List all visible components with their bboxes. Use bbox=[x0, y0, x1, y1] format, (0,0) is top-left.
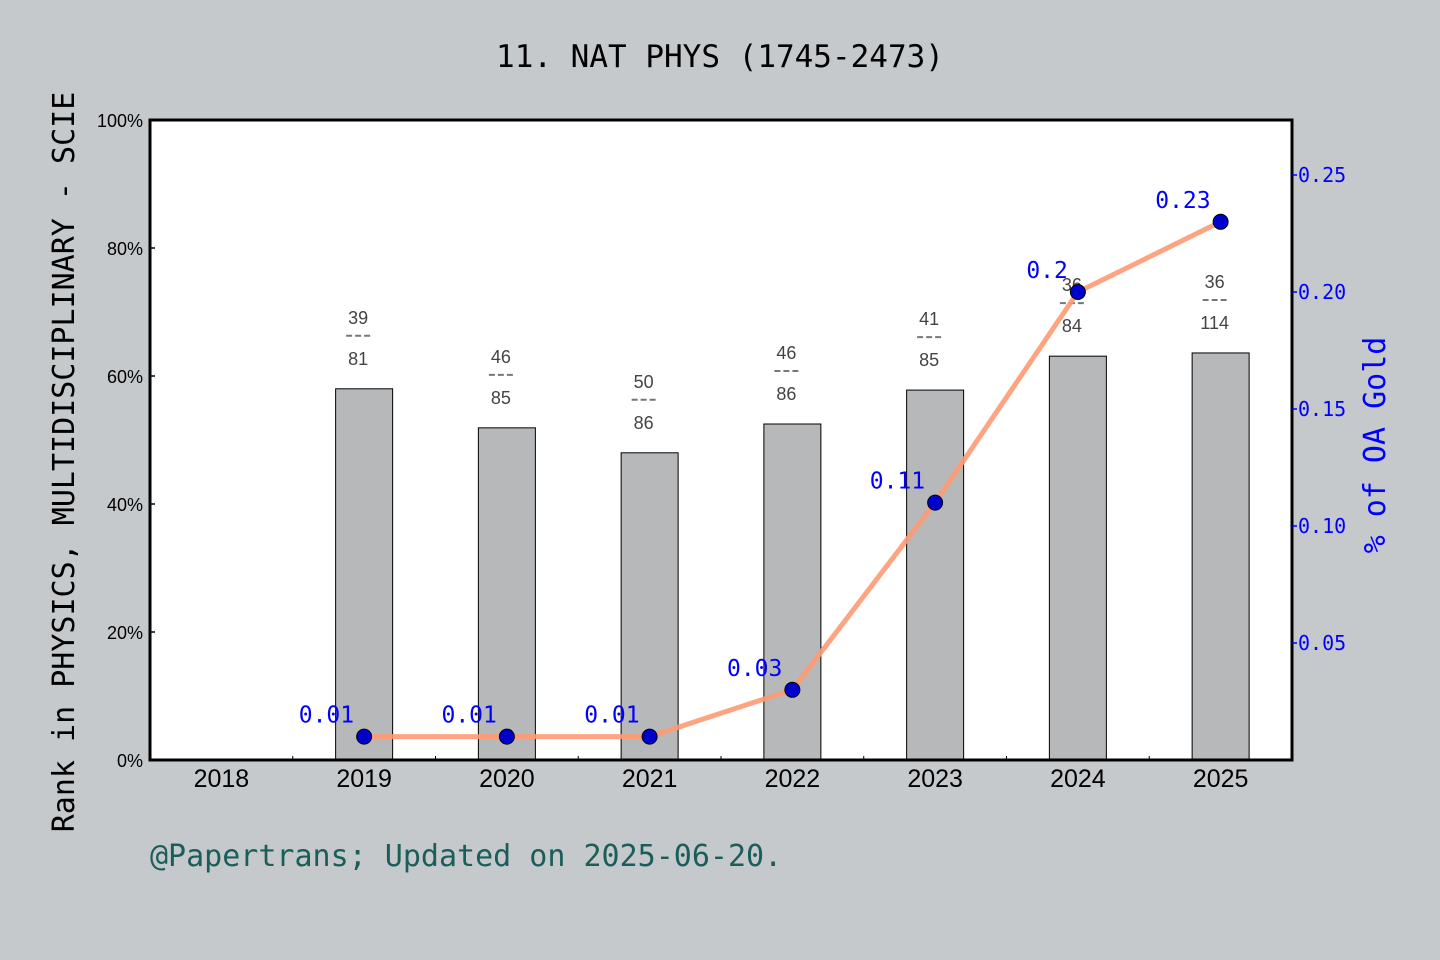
bar-label-rank: 41 bbox=[919, 309, 939, 329]
bar-2023 bbox=[906, 389, 965, 761]
bar-2020 bbox=[477, 427, 536, 761]
bar-2019 bbox=[335, 388, 394, 761]
bar-2025 bbox=[1191, 352, 1250, 761]
bar-label-rank: 46 bbox=[776, 343, 796, 363]
oa-point-2024 bbox=[1069, 283, 1086, 300]
bar-label-total: 81 bbox=[348, 349, 368, 369]
y2-axis-label: % of OA Gold bbox=[1358, 337, 1393, 554]
bar-label-total: 86 bbox=[634, 413, 654, 433]
oa-point-label: 0.23 bbox=[1155, 188, 1210, 214]
bar-label-rank: 50 bbox=[634, 372, 654, 392]
x-tick-label: 2025 bbox=[1193, 765, 1249, 793]
bar-2021 bbox=[620, 452, 679, 761]
y-tick-label: 20% bbox=[107, 623, 143, 643]
y-tick-label: 60% bbox=[107, 367, 143, 387]
chart-title: 11. NAT PHYS (1745-2473) bbox=[496, 39, 944, 75]
footer-credit: @Papertrans; Updated on 2025-06-20. bbox=[150, 839, 782, 874]
x-tick-label: 2021 bbox=[622, 765, 678, 793]
bar-label-rank: 36 bbox=[1205, 272, 1225, 292]
y-axis-label: Rank in PHYSICS, MULTIDISCIPLINARY - SCI… bbox=[47, 92, 82, 833]
bar-label-rank: 46 bbox=[491, 347, 511, 367]
y-tick-label: 0% bbox=[117, 751, 143, 771]
x-tick-label: 2022 bbox=[765, 765, 821, 793]
x-tick-label: 2020 bbox=[479, 765, 535, 793]
y-tick-label: 40% bbox=[107, 495, 143, 515]
plot-area bbox=[150, 120, 1292, 760]
y2-tick-label: 0.15 bbox=[1298, 397, 1346, 421]
y-tick-label: 80% bbox=[107, 239, 143, 259]
bar-2024 bbox=[1048, 355, 1107, 761]
oa-point-label: 0.2 bbox=[1026, 258, 1068, 284]
oa-point-2021 bbox=[641, 728, 658, 745]
oa-point-2025 bbox=[1212, 213, 1229, 230]
bar-label-total: 114 bbox=[1200, 313, 1229, 333]
x-tick-label: 2024 bbox=[1050, 765, 1106, 793]
y2-tick-label: 0.10 bbox=[1298, 514, 1346, 538]
oa-point-2023 bbox=[927, 494, 944, 511]
x-tick-label: 2019 bbox=[336, 765, 392, 793]
oa-point-label: 0.01 bbox=[299, 703, 354, 729]
oa-point-2019 bbox=[356, 728, 373, 745]
bar-2022 bbox=[763, 423, 822, 761]
bar-label-total: 86 bbox=[776, 384, 796, 404]
x-tick-label: 2018 bbox=[194, 765, 250, 793]
y2-tick-label: 0.25 bbox=[1298, 163, 1346, 187]
bar-label-rank: 39 bbox=[348, 308, 368, 328]
y2-tick-label: 0.20 bbox=[1298, 280, 1346, 304]
y2-tick-label: 0.05 bbox=[1298, 631, 1346, 655]
oa-point-label: 0.11 bbox=[870, 469, 925, 495]
bar-label-total: 85 bbox=[919, 350, 939, 370]
bar-label-total: 85 bbox=[491, 388, 511, 408]
oa-point-label: 0.03 bbox=[727, 656, 782, 682]
oa-point-label: 0.01 bbox=[584, 703, 639, 729]
x-tick-label: 2023 bbox=[907, 765, 963, 793]
bar-label-total: 84 bbox=[1062, 316, 1082, 336]
oa-point-2022 bbox=[784, 681, 801, 698]
oa-point-label: 0.01 bbox=[441, 703, 496, 729]
oa-point-2020 bbox=[498, 728, 515, 745]
y-tick-label: 100% bbox=[97, 111, 143, 131]
